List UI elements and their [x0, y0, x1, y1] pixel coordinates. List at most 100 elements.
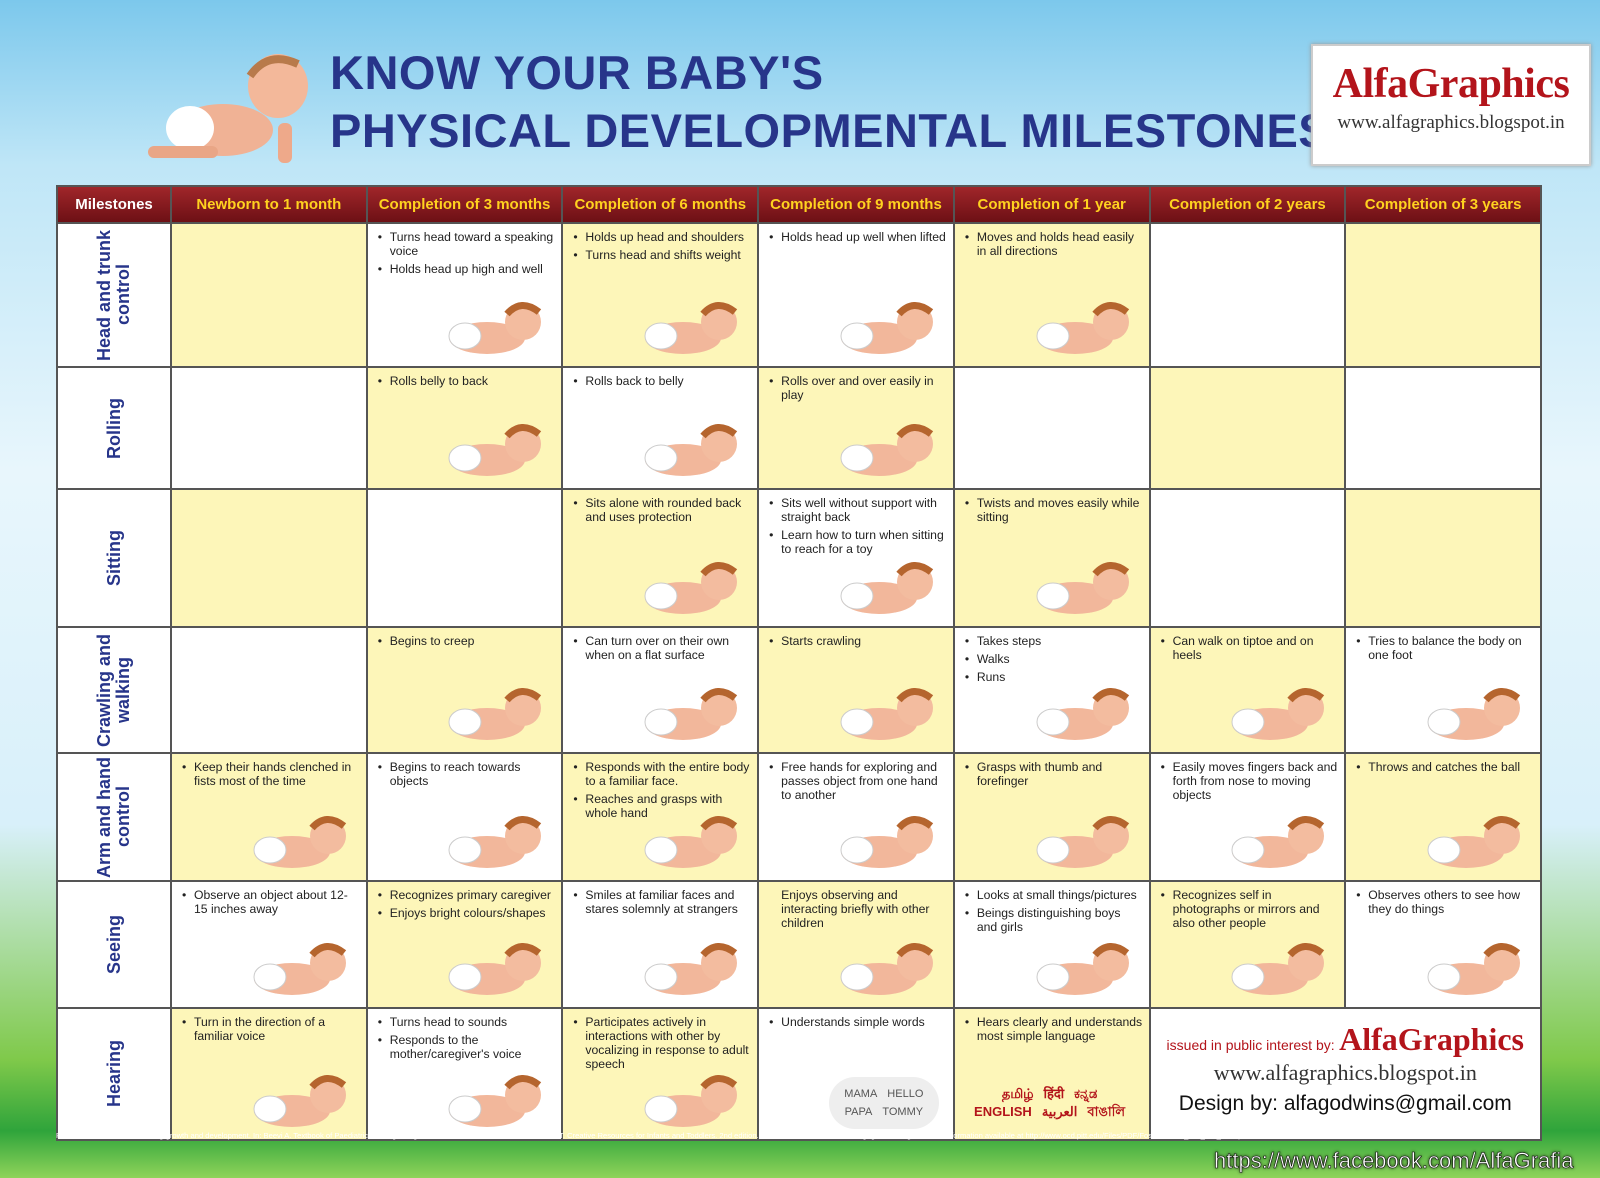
milestone-cell: Rolls over and over easily in play — [759, 368, 953, 488]
issuer-label: issued in public interest by: — [1166, 1037, 1335, 1053]
row-label: Hearing — [58, 1009, 170, 1139]
milestone-cell: Holds head up well when lifted — [759, 224, 953, 366]
milestone-item: Moves and holds head easily in all direc… — [963, 230, 1143, 258]
row-label-text: Crawling and walking — [94, 633, 133, 747]
baby-illustration-icon — [448, 424, 542, 476]
milestone-cell: Responds with the entire body to a famil… — [563, 754, 758, 880]
row-label-text: Arm and hand control — [94, 756, 133, 878]
milestone-cell — [367, 490, 562, 626]
milestone-item: Enjoys observing and interacting briefly… — [781, 888, 930, 930]
milestone-cell: Takes steps Walks Runs — [954, 628, 1149, 752]
milestone-item: Learn how to turn when sitting to reach … — [767, 528, 947, 556]
milestone-item: Throws and catches the ball — [1354, 760, 1534, 774]
baby-illustration-icon — [448, 816, 542, 868]
row-label-text: Sitting — [103, 530, 124, 586]
milestone-cell: Easily moves fingers back and forth from… — [1150, 754, 1345, 880]
milestone-item: Participates actively in interactions wi… — [571, 1015, 751, 1071]
speech-bubble: MAMA HELLO PAPA TOMMY — [828, 1077, 939, 1129]
logo-url[interactable]: www.alfagraphics.blogspot.in — [1337, 112, 1565, 133]
milestone-item: Rolls over and over easily in play — [767, 374, 947, 402]
language-word: हिंदी — [1043, 1086, 1065, 1101]
milestone-cell: Twists and moves easily while sitting — [954, 490, 1149, 626]
baby-illustration-icon — [448, 943, 542, 995]
row-label: Crawling and walking — [58, 628, 170, 752]
milestone-item: Looks at small things/pictures — [963, 888, 1143, 902]
row-label: Arm and hand control — [58, 754, 170, 880]
milestone-cell: Rolls belly to back — [367, 368, 562, 488]
language-word: தமிழ் — [1001, 1086, 1034, 1101]
milestone-item: Holds up head and shoulders — [571, 230, 751, 244]
milestone-cell: Looks at small things/pictures Beings dis… — [954, 882, 1149, 1007]
baby-illustration-icon — [1231, 816, 1325, 868]
baby-illustration-icon — [1427, 816, 1521, 868]
baby-illustration-icon — [644, 816, 738, 868]
baby-illustration-icon — [448, 1075, 542, 1127]
milestone-item: Tries to balance the body on one foot — [1354, 634, 1534, 662]
milestone-cell: Begins to reach towards objects — [367, 754, 562, 880]
milestone-cell: Throws and catches the ball — [1346, 754, 1540, 880]
references: References: 1. Factors affecting growth … — [56, 1131, 1339, 1140]
baby-illustration-icon — [1036, 688, 1129, 740]
milestone-item: Responds with the entire body to a famil… — [571, 760, 751, 788]
speech-word: MAMA — [844, 1088, 878, 1100]
milestone-cell: Grasps with thumb and forefinger — [954, 754, 1149, 880]
milestone-cell: Rolls back to belly — [563, 368, 758, 488]
baby-illustration-icon — [1036, 562, 1129, 614]
baby-illustration-icon — [644, 688, 738, 740]
baby-illustration-icon — [1427, 688, 1521, 740]
baby-illustration-icon — [253, 1075, 346, 1127]
facebook-link[interactable]: https://www.facebook.com/AlfaGrafia — [1214, 1148, 1574, 1174]
milestone-item: Rolls back to belly — [571, 374, 751, 388]
milestone-item: Twists and moves easily while sitting — [963, 496, 1143, 524]
milestone-cell: Smiles at familiar faces and stares sole… — [563, 882, 758, 1007]
language-word: বাঙালি — [1087, 1104, 1126, 1119]
baby-illustration-icon — [448, 302, 542, 354]
issuer-url[interactable]: www.alfagraphics.blogspot.in — [1213, 1060, 1477, 1085]
column-header: Milestones — [58, 187, 170, 222]
milestone-item: Recognizes self in photographs or mirror… — [1159, 888, 1339, 930]
row-label: Seeing — [58, 882, 170, 1007]
baby-illustration-icon — [644, 1075, 738, 1127]
milestone-cell — [1150, 368, 1345, 488]
milestone-item: Turns head to sounds — [376, 1015, 556, 1029]
column-header: Completion of 9 months — [759, 187, 953, 222]
milestone-item: Begins to reach towards objects — [376, 760, 556, 788]
baby-illustration-icon — [448, 688, 542, 740]
milestone-cell — [172, 224, 366, 366]
row-label-text: Head and trunk control — [94, 229, 133, 361]
milestone-item: Holds head up well when lifted — [767, 230, 947, 244]
milestones-table: Milestones Newborn to 1 month Completion o… — [56, 185, 1542, 1141]
milestone-item: Recognizes primary caregiver — [376, 888, 556, 902]
milestone-item: Turn in the direction of a familiar voic… — [180, 1015, 360, 1043]
milestone-item: Can walk on tiptoe and on heels — [1159, 634, 1339, 662]
milestone-cell — [172, 628, 366, 752]
column-header: Completion of 1 year — [954, 187, 1149, 222]
baby-illustration-icon — [644, 562, 738, 614]
milestone-item: Grasps with thumb and forefinger — [963, 760, 1143, 788]
baby-illustration-icon — [253, 943, 346, 995]
milestone-cell — [1150, 224, 1345, 366]
milestone-item: Sits well without support with straight … — [767, 496, 947, 524]
milestone-item: Walks — [963, 652, 1143, 666]
milestone-cell: Turn in the direction of a familiar voic… — [172, 1009, 366, 1139]
baby-illustration-icon — [840, 562, 933, 614]
baby-illustration-icon — [1036, 943, 1129, 995]
baby-illustration-icon — [1427, 943, 1521, 995]
milestone-cell: Turns head to sounds Responds to the moth… — [367, 1009, 562, 1139]
baby-illustration-icon — [1231, 943, 1325, 995]
milestone-cell: Hears clearly and understands most simpl… — [954, 1009, 1149, 1139]
language-word: العربية — [1041, 1104, 1078, 1119]
milestone-item: Observes others to see how they do thing… — [1354, 888, 1534, 916]
baby-illustration-icon — [1231, 688, 1325, 740]
milestone-cell: Can walk on tiptoe and on heels — [1150, 628, 1345, 752]
milestone-cell: Holds up head and shoulders Turns head an… — [563, 224, 758, 366]
row-label: Sitting — [58, 490, 170, 626]
milestone-cell: Turns head toward a speaking voice Holds … — [367, 224, 562, 366]
column-header: Completion of 3 months — [367, 187, 562, 222]
milestone-item: Enjoys bright colours/shapes — [376, 906, 556, 920]
issuer-box: issued in public interest by: AlfaGraphi… — [1150, 1009, 1540, 1139]
milestone-cell: Can turn over on their own when on a fla… — [563, 628, 758, 752]
milestone-item: Takes steps — [963, 634, 1143, 648]
milestone-item: Begins to creep — [376, 634, 556, 648]
milestone-cell: Begins to creep — [367, 628, 562, 752]
